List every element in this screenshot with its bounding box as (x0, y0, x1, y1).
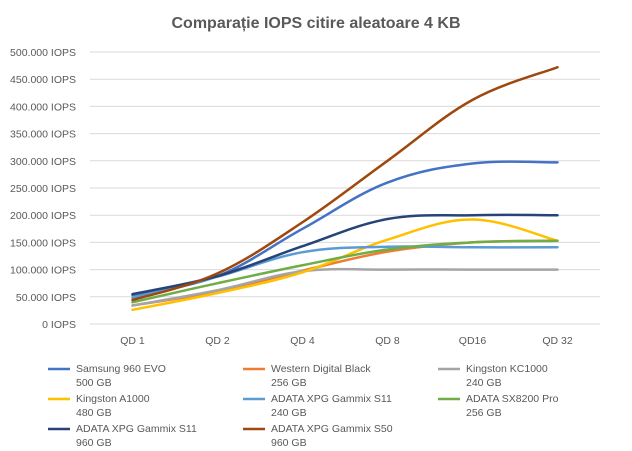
legend-label-capacity: 256 GB (271, 377, 307, 389)
chart-title: Comparație IOPS citire aleatoare 4 KB (172, 15, 461, 32)
series-line (131, 245, 559, 300)
y-tick-label: 100.000 IOPS (10, 265, 76, 277)
series-line (131, 267, 559, 307)
series-line (131, 65, 559, 302)
legend-label: Western Digital Black (271, 363, 371, 375)
y-tick-label: 0 IOPS (42, 319, 76, 331)
series-line (131, 239, 559, 307)
series-line (131, 160, 559, 297)
legend-label-capacity: 500 GB (76, 377, 112, 389)
legend-label: ADATA SX8200 Pro (466, 393, 559, 405)
legend-label-capacity: 960 GB (271, 437, 307, 449)
y-axis-ticks: 0 IOPS 50.000 IOPS 100.000 IOPS 150.000 IOP… (10, 47, 76, 331)
legend-label: Kingston KC1000 (466, 363, 548, 375)
legend-label: ADATA XPG Gammix S11 (76, 423, 197, 435)
legend-label: ADATA XPG Gammix S11 (271, 393, 392, 405)
y-tick-label: 500.000 IOPS (10, 47, 76, 59)
y-tick-label: 400.000 IOPS (10, 101, 76, 113)
legend: Samsung 960 EVO 500 GB Western Digital Bla… (48, 363, 559, 449)
legend-label-capacity: 960 GB (76, 437, 112, 449)
y-tick-label: 250.000 IOPS (10, 183, 76, 195)
x-axis-ticks: QD 1 QD 2 QD 4 QD 8 QD16 QD 32 (120, 335, 573, 347)
x-tick-label: QD 1 (120, 335, 145, 347)
y-tick-label: 300.000 IOPS (10, 156, 76, 168)
y-tick-label: 350.000 IOPS (10, 129, 76, 141)
y-tick-label: 450.000 IOPS (10, 74, 76, 86)
legend-label-capacity: 256 GB (466, 407, 502, 419)
y-tick-label: 50.000 IOPS (16, 292, 76, 304)
legend-label-capacity: 480 GB (76, 407, 112, 419)
legend-label: Kingston A1000 (76, 393, 150, 405)
legend-label: ADATA XPG Gammix S50 (271, 423, 393, 435)
legend-label-capacity: 240 GB (271, 407, 307, 419)
x-tick-label: QD 4 (290, 335, 315, 347)
y-tick-label: 200.000 IOPS (10, 210, 76, 222)
series-line (131, 239, 559, 304)
legend-label-capacity: 240 GB (466, 377, 502, 389)
series-lines (131, 65, 559, 312)
gridlines (90, 51, 600, 325)
x-tick-label: QD 32 (542, 335, 573, 347)
x-tick-label: QD16 (459, 335, 487, 347)
x-tick-label: QD 2 (205, 335, 230, 347)
x-tick-label: QD 8 (375, 335, 400, 347)
legend-label: Samsung 960 EVO (76, 363, 166, 375)
y-tick-label: 150.000 IOPS (10, 237, 76, 249)
